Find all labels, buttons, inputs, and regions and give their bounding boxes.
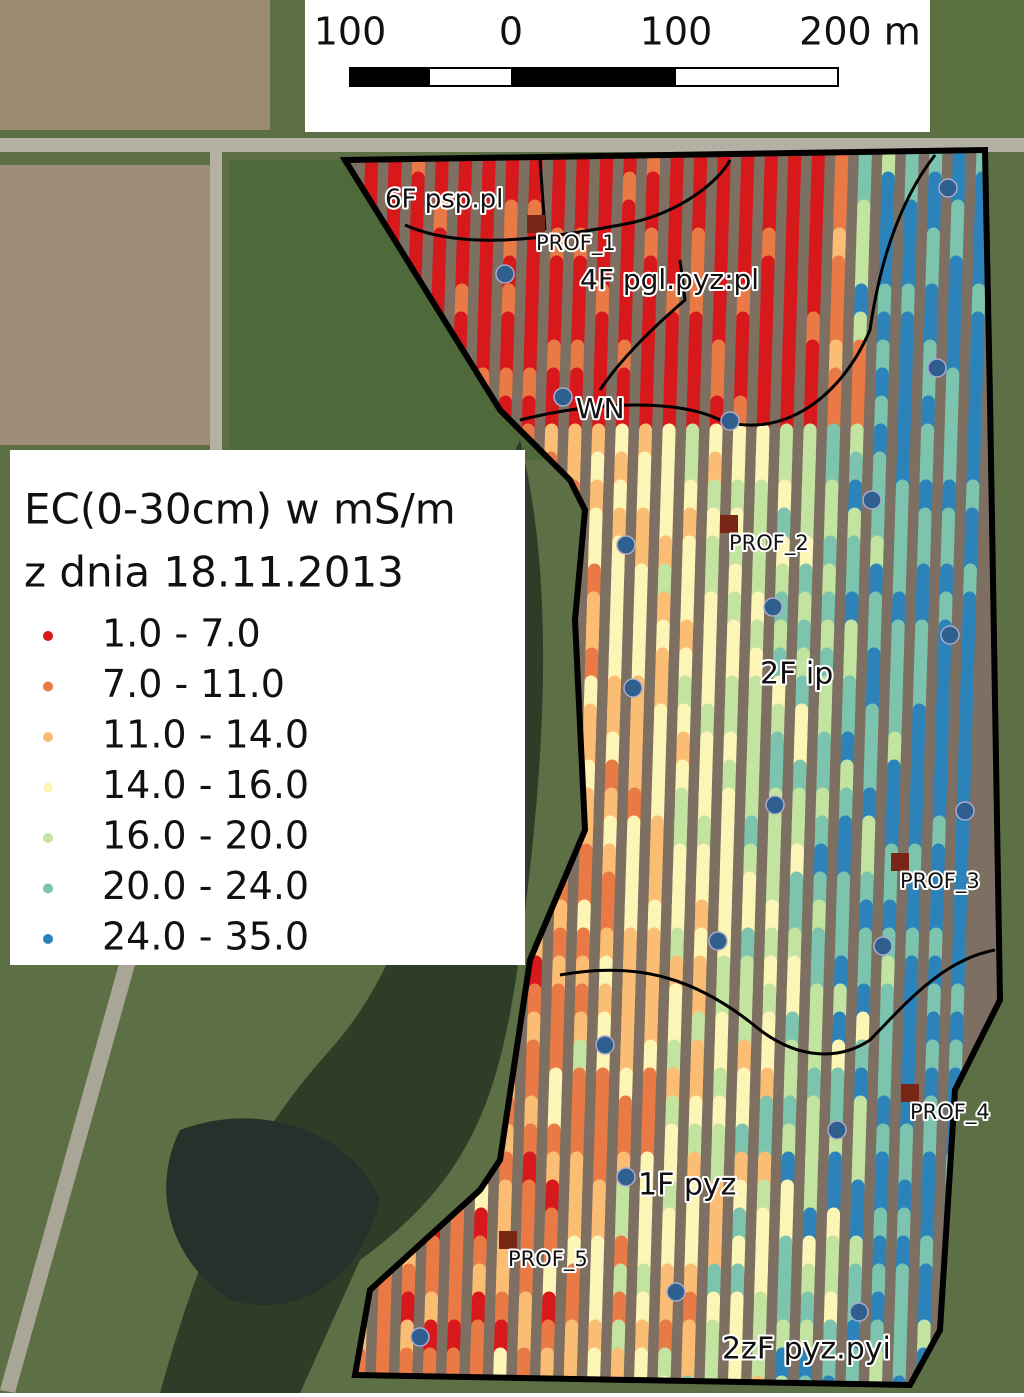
sample-point	[955, 801, 975, 821]
legend-label: 16.0 - 20.0	[102, 814, 309, 858]
soil-labels: 6F psp.pl 4F pgl.pyz:pl WN 2F ip 1F pyz 2zF p…	[383, 183, 893, 1369]
profile-marker	[901, 1084, 919, 1102]
sample-point	[873, 936, 893, 956]
sample-point	[666, 1282, 686, 1302]
scale-label: 100	[314, 10, 387, 54]
sample-point	[827, 1120, 847, 1140]
scale-label: 200 m	[799, 10, 921, 54]
sample-point	[765, 795, 785, 815]
sample-point	[410, 1327, 430, 1347]
profile-marker	[891, 853, 909, 871]
field-outline	[339, 146, 1004, 1389]
sample-point	[862, 490, 882, 510]
sample-point	[616, 1167, 636, 1187]
sample-point	[849, 1302, 869, 1322]
soil-boundaries	[404, 154, 996, 1056]
legend: EC(0-30cm) w mS/m z dnia 18.11.2013 1.0 - …	[10, 450, 525, 965]
profile-label: PROF_2	[729, 531, 809, 556]
sample-point	[595, 1035, 615, 1055]
legend-swatch	[43, 782, 53, 793]
profile-label: PROF_1	[536, 231, 616, 256]
legend-swatch	[43, 883, 53, 894]
sample-points	[410, 178, 975, 1347]
profile-label: PROF_4	[910, 1100, 990, 1125]
profile-marker	[720, 515, 738, 533]
soil-label: 2zF pyz.pyi	[722, 1332, 891, 1367]
scale-label: 100	[640, 10, 713, 54]
sample-point	[623, 678, 643, 698]
legend-swatch	[43, 631, 53, 641]
legend-label: 7.0 - 11.0	[102, 662, 285, 706]
legend-label: 24.0 - 35.0	[102, 915, 309, 959]
sample-point	[495, 264, 515, 284]
sample-point	[616, 535, 636, 555]
sample-point	[708, 931, 728, 951]
sample-point	[927, 358, 947, 378]
legend-swatch	[43, 681, 53, 692]
legend-label: 11.0 - 14.0	[102, 713, 309, 757]
profile-markers: PROF_1 PROF_2 PROF_3 PROF_4 PROF_5	[499, 215, 992, 1274]
legend-swatch	[43, 934, 53, 944]
sample-point	[940, 625, 960, 645]
scale-bar: 100 0 100 200 m	[305, 0, 930, 132]
legend-swatch	[43, 833, 53, 843]
legend-title: z dnia 18.11.2013	[24, 548, 404, 597]
profile-label: PROF_3	[900, 869, 980, 894]
legend-swatch	[43, 732, 53, 742]
legend-label: 14.0 - 16.0	[102, 763, 309, 807]
sample-point	[720, 411, 740, 431]
legend-label: 1.0 - 7.0	[102, 612, 261, 656]
sample-point	[763, 597, 783, 617]
soil-label: 4F pgl.pyz:pl	[580, 263, 759, 296]
sample-point	[553, 387, 573, 407]
soil-label: 1F pyz	[638, 1168, 736, 1203]
profile-marker	[499, 1231, 517, 1249]
profile-marker	[527, 215, 545, 233]
soil-label: 6F psp.pl	[385, 185, 503, 215]
sample-point	[938, 178, 958, 198]
soil-label: WN	[576, 392, 625, 425]
legend-title: EC(0-30cm) w mS/m	[24, 485, 456, 534]
profile-label: PROF_5	[508, 1247, 588, 1272]
legend-label: 20.0 - 24.0	[102, 864, 309, 908]
scale-label: 0	[499, 10, 523, 54]
soil-label: 2F ip	[760, 657, 833, 692]
